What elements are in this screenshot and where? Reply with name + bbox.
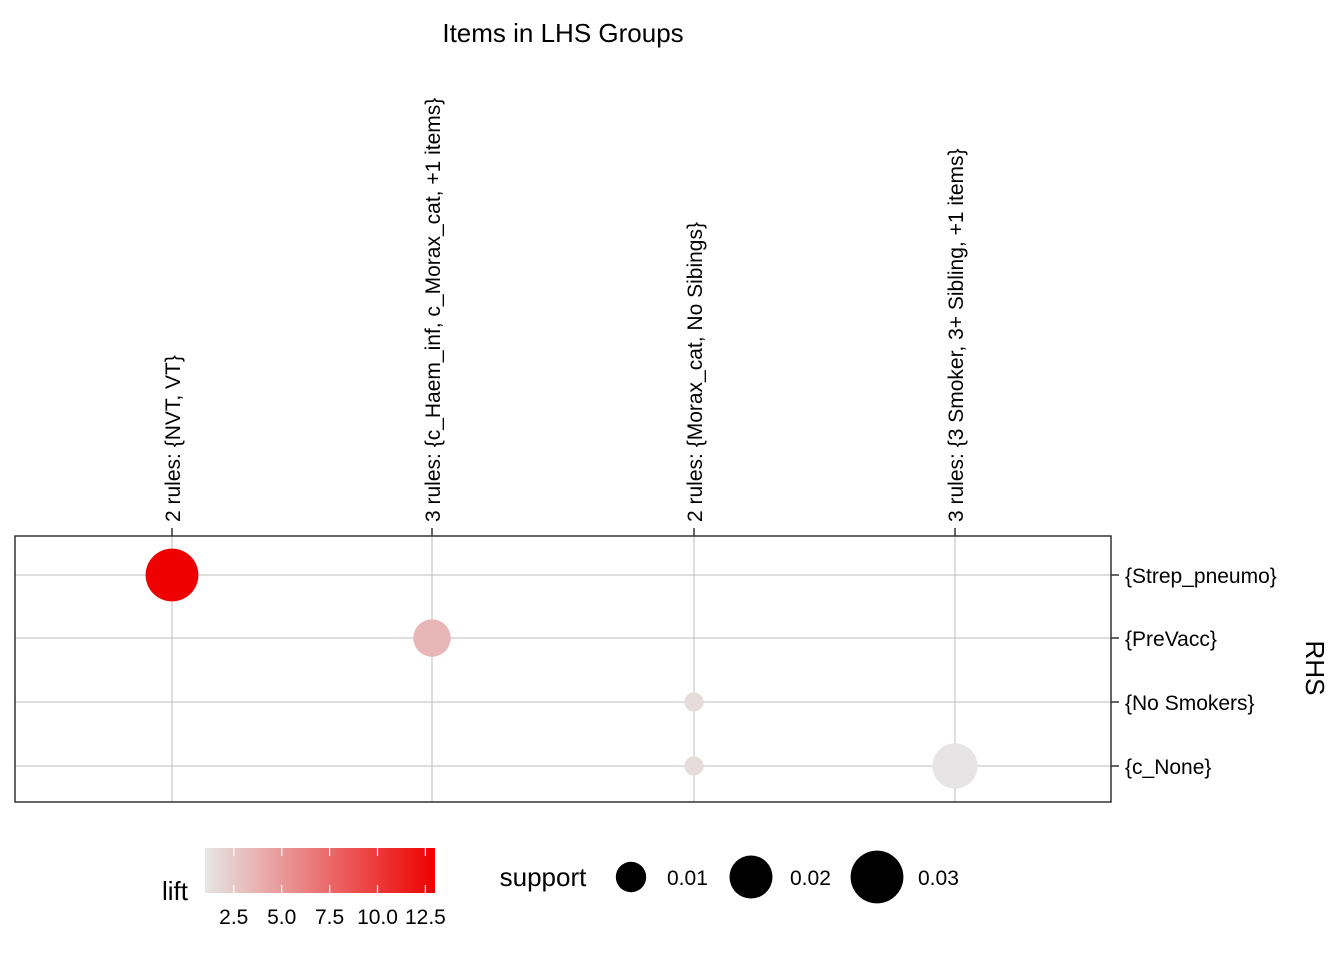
lift-legend-ticks: 2.5 5.0 7.5 10.0 12.5 [219, 848, 446, 929]
plot-panel-border [14, 535, 1112, 803]
data-point-2 [684, 692, 704, 712]
support-key-label-1: 0.02 [790, 867, 831, 890]
support-legend-title: support [500, 862, 587, 892]
x-tick-label-3: 3 rules: {3 Smoker, 3+ Sibling, +1 items… [945, 148, 968, 522]
x-tick-label-1: 3 rules: {c_Haem_inf, c_Morax_cat, +1 it… [422, 98, 445, 522]
y-tick-label-2: {No Smokers} [1125, 692, 1255, 715]
support-key-0 [615, 861, 647, 893]
y-axis-title: RHS [1300, 641, 1330, 696]
data-point-4 [932, 743, 978, 789]
lift-tick-label-2: 7.5 [315, 906, 344, 929]
y-tick-label-3: {c_None} [1125, 756, 1211, 779]
support-key-label-2: 0.03 [918, 867, 959, 890]
chart-title: Items in LHS Groups [442, 18, 683, 48]
y-tick-label-1: {PreVacc} [1125, 628, 1217, 651]
x-tick-label-0: 2 rules: {NVT, VT} [162, 355, 185, 522]
support-key-2 [850, 850, 904, 904]
data-point-0 [145, 548, 199, 602]
lift-tick-label-1: 5.0 [267, 906, 296, 929]
data-point-1 [413, 619, 451, 657]
data-point-3 [684, 756, 704, 776]
y-tick-label-0: {Strep_pneumo} [1125, 565, 1277, 588]
data-points [145, 548, 978, 789]
support-key-label-0: 0.01 [667, 867, 708, 890]
x-axis: 2 rules: {NVT, VT} 3 rules: {c_Haem_inf, … [162, 98, 968, 536]
lift-tick-label-4: 12.5 [405, 906, 446, 929]
support-key-1 [729, 855, 773, 899]
lift-legend-title: lift [162, 876, 189, 906]
support-legend: support 0.01 0.02 0.03 [500, 850, 959, 904]
x-tick-label-2: 2 rules: {Morax_cat, No Sibings} [684, 222, 707, 522]
lift-colorbar [205, 848, 435, 893]
lift-tick-label-0: 2.5 [219, 906, 248, 929]
lift-tick-label-3: 10.0 [357, 906, 398, 929]
lift-legend: lift 2.5 5.0 7.5 10.0 12.5 [162, 848, 446, 929]
support-legend-keys: 0.01 0.02 0.03 [615, 850, 959, 904]
y-axis: {Strep_pneumo} {PreVacc} {No Smokers} {c_No… [1111, 565, 1277, 779]
